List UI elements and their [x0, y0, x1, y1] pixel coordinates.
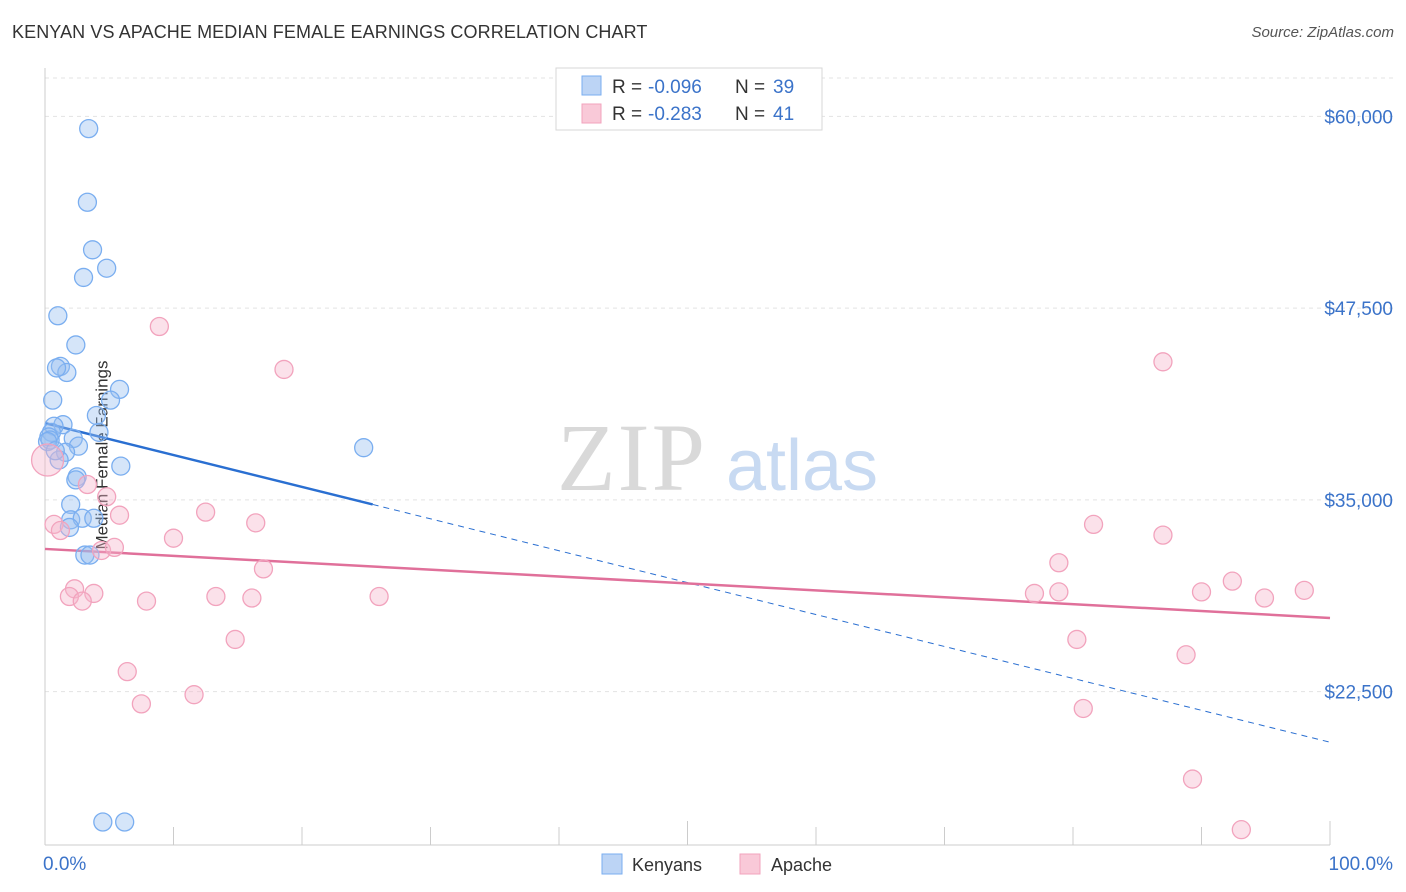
point-kenyans — [77, 192, 98, 212]
point-kenyans — [57, 362, 77, 383]
point-kenyans — [354, 438, 374, 458]
point-apache — [1049, 553, 1069, 573]
point-kenyans — [93, 812, 113, 832]
point-kenyans — [45, 441, 65, 461]
point-apache — [1182, 769, 1203, 789]
stats-legend: R = -0.096 N = 39 R = -0.283 N = 41 — [555, 67, 823, 131]
y-tick-label: $47,500 — [1324, 299, 1393, 320]
point-apache — [206, 586, 226, 607]
x-tick-labels: 0.0% 100.0% — [43, 854, 1393, 875]
point-kenyans — [111, 456, 131, 476]
point-apache — [225, 629, 245, 650]
legend-n-label-kenyans: N = — [735, 77, 765, 98]
point-kenyans — [100, 390, 121, 410]
legend-r-value-kenyans: -0.096 — [648, 77, 702, 98]
trend-line-apache — [44, 547, 1331, 620]
watermark-zip: ZIP — [557, 404, 707, 511]
data-points — [30, 118, 1314, 840]
point-apache — [131, 694, 152, 714]
point-apache — [1073, 698, 1093, 719]
point-kenyans — [82, 240, 103, 260]
legend-r-value-apache: -0.283 — [648, 104, 702, 125]
point-kenyans — [66, 470, 86, 490]
trend-line-kenyans — [44, 421, 373, 506]
legend-n-value-kenyans: 39 — [773, 77, 794, 98]
legend-swatch-apache — [581, 103, 602, 124]
series-legend: Kenyans Apache — [601, 853, 832, 875]
point-apache — [1153, 352, 1173, 372]
point-apache — [274, 359, 294, 380]
point-apache — [1024, 583, 1045, 604]
point-apache — [1191, 582, 1212, 602]
point-kenyans — [115, 812, 135, 832]
y-tick-label: $22,500 — [1324, 683, 1393, 704]
point-apache — [1083, 514, 1104, 535]
point-apache — [149, 316, 170, 337]
x-tick-label-end: 100.0% — [1329, 854, 1394, 875]
point-apache — [369, 586, 389, 607]
point-apache — [1176, 645, 1196, 665]
x-tick-label-start: 0.0% — [43, 854, 86, 875]
point-kenyans — [43, 390, 63, 410]
chart-source: Source: ZipAtlas.com — [1251, 24, 1394, 41]
point-apache — [1294, 580, 1314, 601]
point-kenyans — [89, 422, 109, 443]
y-tick-label: $60,000 — [1324, 107, 1393, 128]
trend-line-kenyans-extension — [372, 503, 1331, 743]
point-apache — [1153, 525, 1173, 545]
bottom-legend-swatch-apache — [739, 853, 761, 875]
point-apache — [184, 685, 204, 705]
point-apache — [1222, 571, 1242, 591]
legend-n-label-apache: N = — [735, 104, 765, 125]
legend-r-label-kenyans: R = — [612, 77, 642, 98]
point-apache — [109, 505, 130, 525]
point-apache — [50, 520, 71, 541]
point-apache — [1231, 820, 1251, 840]
point-apache — [72, 591, 92, 611]
point-apache — [163, 528, 184, 548]
point-kenyans — [79, 118, 99, 139]
point-kenyans — [97, 258, 117, 278]
point-kenyans — [86, 405, 107, 426]
legend-r-label-apache: R = — [612, 104, 642, 125]
point-kenyans — [48, 306, 68, 326]
bottom-legend-swatch-kenyans — [601, 853, 623, 875]
point-kenyans — [66, 335, 86, 355]
y-tick-label: $35,000 — [1324, 491, 1393, 512]
point-kenyans — [46, 358, 67, 378]
legend-n-value-apache: 41 — [773, 104, 794, 125]
point-apache — [1049, 582, 1069, 602]
point-apache — [117, 662, 137, 682]
point-apache — [30, 443, 65, 477]
point-apache — [1254, 588, 1275, 608]
point-kenyans — [73, 267, 94, 288]
bottom-legend-label-apache: Apache — [771, 855, 832, 875]
axes — [44, 68, 1331, 846]
point-apache — [246, 513, 266, 533]
point-apache — [77, 474, 98, 495]
point-apache — [195, 502, 216, 522]
chart-title: KENYAN VS APACHE MEDIAN FEMALE EARNINGS … — [12, 22, 648, 42]
watermark-atlas: atlas — [726, 426, 878, 506]
point-apache — [104, 537, 125, 558]
point-apache — [253, 559, 274, 579]
point-apache — [84, 583, 104, 604]
point-apache — [136, 591, 157, 611]
point-kenyans — [84, 508, 104, 528]
point-kenyans — [61, 494, 81, 515]
point-apache — [242, 588, 262, 608]
bottom-legend-label-kenyans: Kenyans — [632, 855, 702, 875]
point-apache — [1067, 629, 1087, 650]
point-apache — [97, 487, 117, 507]
point-kenyans — [80, 545, 100, 565]
legend-swatch-kenyans — [581, 75, 602, 96]
y-tick-labels: $22,500 $35,000 $47,500 $60,000 — [1324, 107, 1393, 703]
